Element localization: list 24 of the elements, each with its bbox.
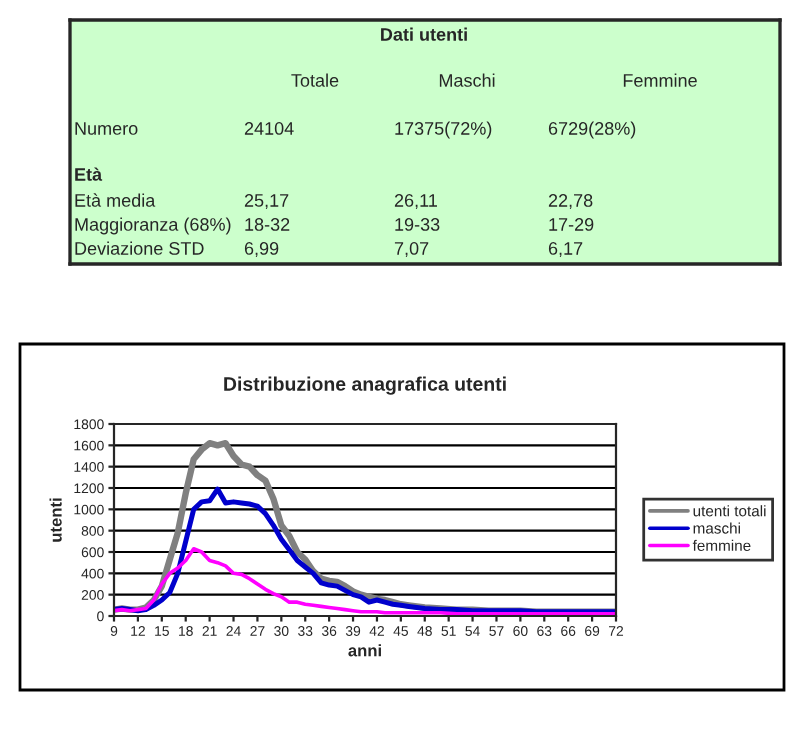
category-label: Totale	[291, 73, 339, 87]
category-label: Maggioranza (68%)	[75, 217, 231, 235]
text: 26,11	[394, 194, 437, 209]
text: 19-33	[395, 218, 440, 231]
text: 7,07	[394, 242, 429, 257]
text: 6,99	[244, 242, 279, 257]
x-axis-title: anni	[348, 644, 381, 657]
text: 18-32	[245, 218, 290, 231]
text: 22,78	[548, 194, 593, 209]
y-axis-title: utenti	[49, 498, 62, 542]
text: 6,17	[548, 242, 583, 257]
text: 25,17	[244, 194, 289, 209]
text: Dati utenti	[381, 27, 467, 41]
category-label: Età	[75, 167, 103, 181]
text: 6729(28%)	[548, 121, 636, 139]
text: 17375(72%)	[395, 121, 492, 139]
category-label: Femmine	[623, 73, 697, 87]
category-label: Età media	[75, 193, 156, 207]
chart-title: Distribuzione anagrafica utenti	[224, 376, 506, 395]
text: 24104	[244, 122, 294, 135]
category-label: Maschi	[439, 73, 495, 87]
category-label: Numero	[75, 122, 138, 135]
category-label: Deviazione STD	[75, 241, 204, 255]
text: 17-29	[549, 218, 594, 231]
